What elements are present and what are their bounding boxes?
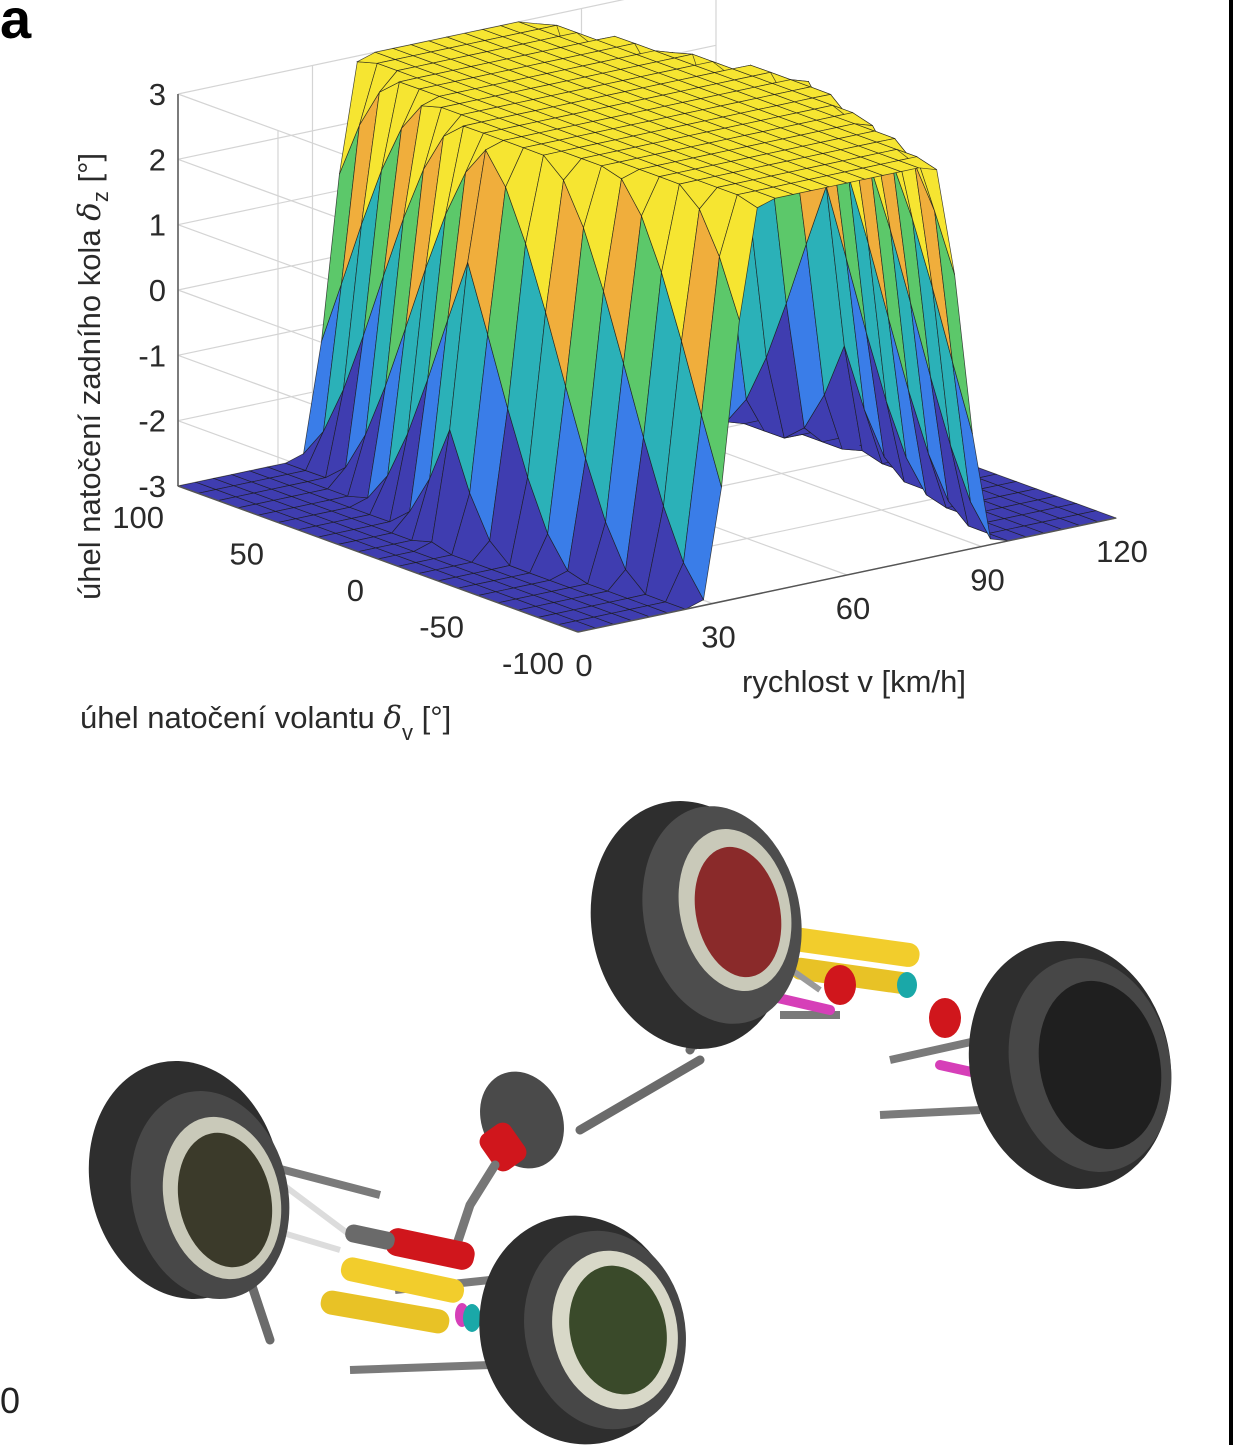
- front-red-actuator: [385, 1228, 475, 1270]
- y-tick-label: 0: [347, 573, 364, 608]
- z-tick-label: 2: [149, 142, 166, 177]
- cropped-edge-text: 0: [0, 1380, 21, 1421]
- front-rod-1: [263, 1161, 382, 1199]
- front-cyan-joint: [463, 1304, 481, 1332]
- z-tick-label: -2: [138, 404, 166, 439]
- z-tick-label: 3: [149, 77, 166, 112]
- x-tick-label: 60: [836, 591, 870, 626]
- tick-labels: 0 30 60 90 120 100 50 0 -50 -100 3 2 1 0 -1 -2 -3: [112, 77, 1148, 683]
- steering-link: [450, 1160, 500, 1255]
- x-tick-label: 30: [701, 620, 735, 655]
- steering-shaft: [575, 1055, 705, 1135]
- panel-letter: a: [0, 0, 32, 50]
- rear-red-joint-2: [929, 998, 961, 1038]
- z-tick-label: -1: [138, 338, 166, 373]
- x-tick-label: 120: [1096, 534, 1148, 569]
- z-tick-label: 0: [149, 273, 166, 308]
- surface-patch: [897, 156, 937, 171]
- y-axis-label: úhel natočení volantu δv [°]: [80, 700, 451, 745]
- rear-rod-2: [879, 1106, 981, 1119]
- front-actuator-yellow-1: [340, 1257, 465, 1303]
- y-tick-label: 100: [112, 500, 164, 535]
- z-axis-label: úhel natočení zadního kola δz [°]: [72, 153, 113, 600]
- wheel-rear-right: [968, 940, 1172, 1190]
- x-tick-label: 0: [575, 648, 592, 683]
- surface-plot: [176, 21, 1118, 633]
- x-axis-label: rychlost v [km/h]: [742, 664, 966, 699]
- axes-layer: [177, 94, 1117, 633]
- x-axis-line: [577, 517, 1117, 633]
- rear-rod-3: [889, 1036, 981, 1064]
- chassis-illustration: [88, 801, 1172, 1445]
- wheel-front-right: [479, 1215, 686, 1445]
- y-tick-label: 50: [230, 537, 264, 572]
- y-tick-label: -50: [419, 610, 464, 645]
- z-tick-label: 1: [149, 208, 166, 243]
- rear-cyan-joint: [897, 972, 917, 998]
- figure-border: [1229, 0, 1233, 1445]
- x-tick-label: 90: [970, 563, 1004, 598]
- steering-actuator: [479, 1122, 527, 1172]
- front-rod-3: [349, 1361, 491, 1374]
- front-gray-tube: [345, 1224, 395, 1250]
- wheel-rear-left: [590, 801, 802, 1049]
- rear-red-joint-1: [824, 965, 856, 1005]
- z-tick-label: -3: [138, 469, 166, 504]
- front-actuator-yellow-2: [320, 1290, 450, 1334]
- steering-wheel: [480, 1071, 564, 1169]
- y-axis-line: [177, 485, 579, 633]
- rear-actuator-yellow-1: [785, 927, 920, 967]
- y-tick-label: -100: [502, 646, 564, 681]
- wheel-front-left: [88, 1060, 290, 1300]
